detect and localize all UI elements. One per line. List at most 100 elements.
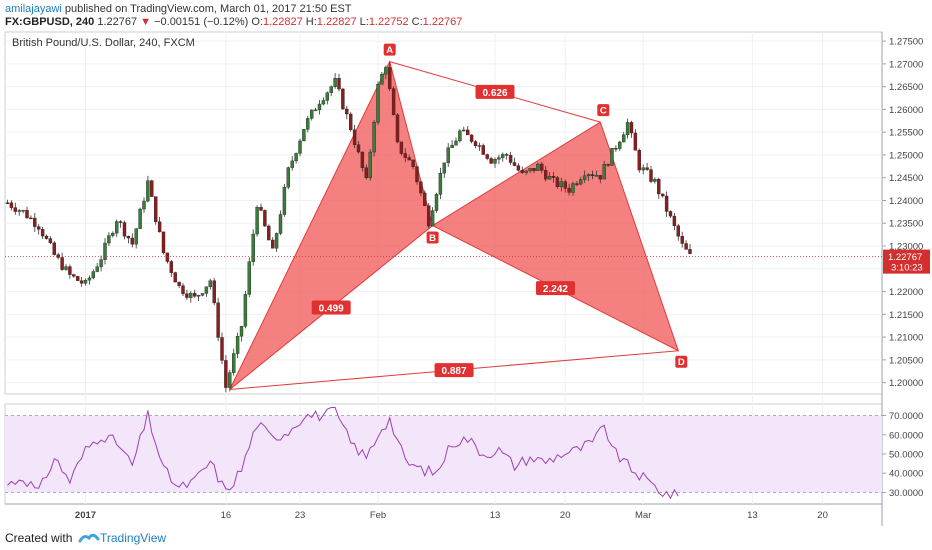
candle-body	[391, 88, 396, 116]
tradingview-brand[interactable]: TradingView	[100, 531, 167, 545]
price-tick-label: 1.25000	[889, 150, 923, 161]
footer: Created with TradingView	[0, 526, 932, 550]
candle-body	[29, 217, 33, 220]
candle-body	[563, 181, 567, 189]
candle-body	[5, 202, 10, 204]
candle-body	[477, 145, 482, 147]
candle-body	[157, 221, 162, 233]
candle-body	[399, 141, 404, 154]
candle-body	[150, 180, 154, 197]
candle-body	[672, 215, 677, 226]
candle-body	[17, 210, 21, 212]
ratio-label-2-242-bg	[535, 281, 575, 296]
price-tick-label: 1.24500	[889, 173, 923, 184]
candle-body	[255, 207, 259, 235]
candle-body	[306, 118, 310, 130]
candle-body	[341, 88, 345, 110]
candle-body	[637, 150, 641, 171]
candle-body	[485, 154, 489, 159]
ratio-label-0-499-bg	[311, 300, 351, 315]
candle-body	[493, 159, 497, 164]
candle-body	[231, 353, 236, 373]
candle-body	[610, 148, 614, 166]
candle-body	[349, 113, 353, 131]
candle-body	[290, 160, 294, 168]
price-tick-label: 1.22000	[889, 287, 923, 298]
point-label-c-bg	[597, 104, 610, 117]
candle-body	[40, 229, 45, 237]
rsi-tick-label: 40.0000	[889, 469, 923, 480]
candle-body	[103, 242, 107, 260]
candle-body	[454, 140, 458, 146]
candle-body	[337, 78, 341, 90]
candle-body	[594, 175, 599, 177]
candle-body	[590, 174, 595, 176]
candle-body	[497, 157, 501, 160]
tradingview-logo-icon[interactable]	[78, 529, 178, 547]
close-value: 1.22767	[422, 16, 463, 28]
point-label-c: C	[600, 106, 607, 117]
candle-body	[380, 73, 384, 85]
chart-area[interactable]: 1.200001.205001.210001.215001.220001.225…	[0, 30, 932, 526]
candle-body	[376, 84, 380, 123]
point-label-a-bg	[383, 43, 396, 56]
candle-body	[598, 175, 602, 180]
candles	[5, 62, 692, 393]
candle-body	[83, 279, 88, 284]
candle-body	[72, 274, 76, 277]
candle-body	[586, 174, 591, 177]
ohlc-line: FX:GBPUSD, 240 1.22767 ▼ −0.00151 (−0.12…	[5, 16, 462, 28]
author-link[interactable]: amilajayawi	[5, 3, 62, 15]
candle-body	[37, 226, 41, 230]
candle-body	[181, 285, 185, 294]
candle-body	[458, 130, 462, 142]
candle-body	[473, 141, 478, 146]
candle-body	[274, 233, 279, 249]
candle-body	[469, 134, 474, 142]
candle-body	[68, 266, 72, 275]
rsi-tick-label: 70.0000	[889, 411, 923, 422]
candle-body	[228, 372, 232, 388]
candle-body	[575, 183, 579, 185]
candle-body	[434, 194, 439, 211]
candle-body	[75, 276, 80, 281]
candle-body	[33, 217, 37, 227]
candle-body	[345, 108, 349, 115]
candle-body	[661, 193, 665, 197]
candle-body	[606, 164, 610, 166]
candle-body	[668, 211, 673, 217]
open-label: O:	[251, 16, 263, 28]
candle-body	[235, 335, 240, 354]
candle-body	[79, 280, 84, 284]
candle-body	[528, 168, 532, 172]
candle-body	[676, 225, 680, 237]
candle-body	[208, 280, 213, 287]
price-tick-label: 1.27500	[889, 37, 923, 48]
candle-body	[520, 170, 524, 173]
candle-body	[466, 129, 470, 136]
point-label-b: B	[429, 233, 436, 244]
candle-body	[571, 183, 575, 193]
candle-body	[189, 292, 193, 298]
candle-body	[629, 122, 634, 134]
candle-body	[462, 129, 466, 132]
open-value: 1.22827	[262, 16, 303, 28]
candle-body	[267, 225, 271, 241]
ratio-label-0-626: 0.626	[482, 88, 507, 99]
candle-body	[481, 145, 485, 155]
candle-body	[555, 177, 560, 187]
candle-body	[317, 103, 322, 111]
candle-body	[111, 232, 115, 236]
candle-body	[216, 302, 220, 338]
price-tick-label: 1.24000	[889, 196, 923, 207]
candle-body	[13, 207, 18, 212]
ratio-label-0-499: 0.499	[319, 303, 344, 314]
candle-body	[224, 360, 228, 388]
candle-body	[384, 67, 388, 75]
candle-body	[415, 166, 419, 183]
candle-body	[239, 326, 244, 337]
price-tick-label: 1.26500	[889, 82, 923, 93]
candle-body	[618, 141, 622, 149]
chart-canvas[interactable]: 1.200001.205001.210001.215001.220001.225…	[0, 30, 932, 526]
last-value: 1.22767	[97, 16, 138, 28]
